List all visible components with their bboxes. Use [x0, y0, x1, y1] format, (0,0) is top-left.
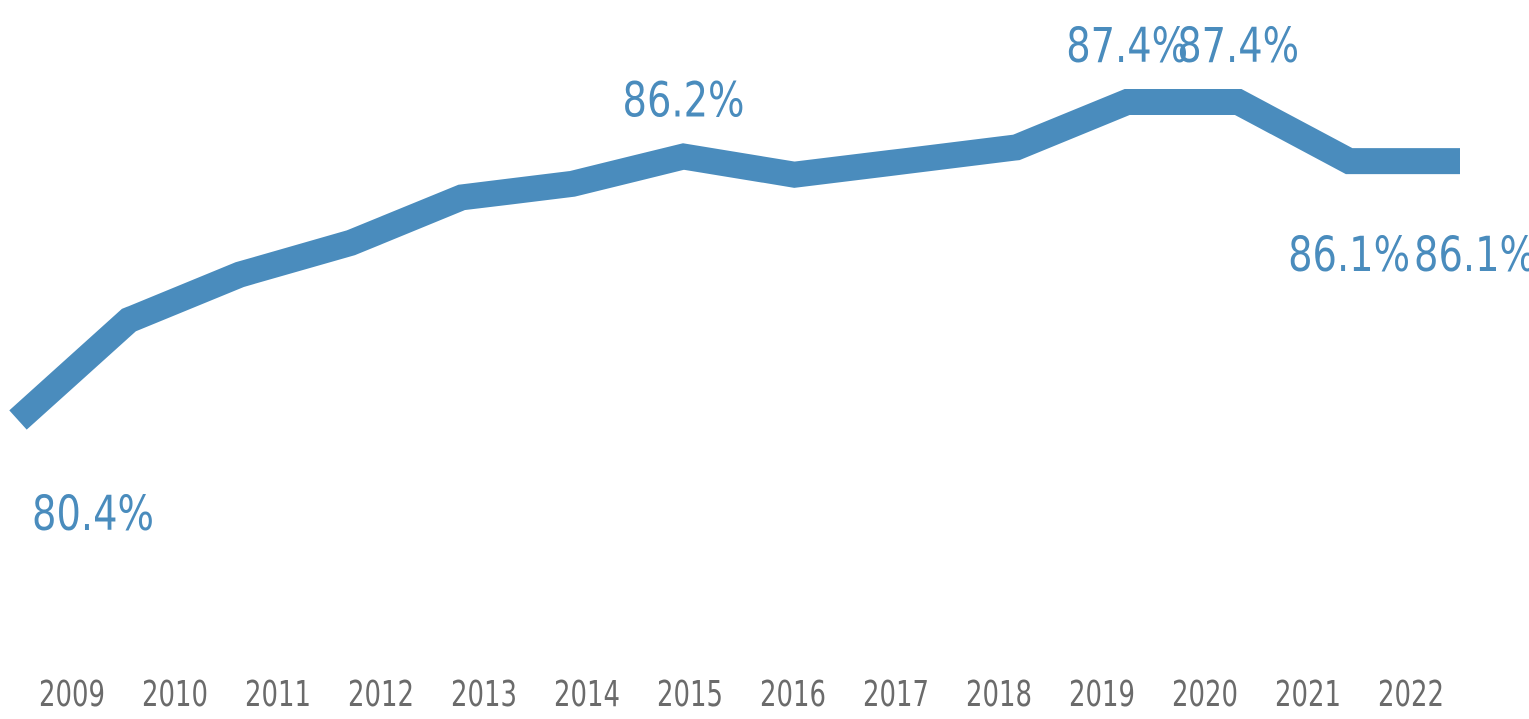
data-label-2020: 87.4% — [1177, 19, 1299, 74]
x-tick-label-2012: 2012 — [348, 674, 414, 715]
data-point-2022 — [1459, 160, 1461, 162]
data-point-2012 — [350, 242, 352, 244]
data-point-2018 — [1015, 146, 1017, 148]
data-point-2021 — [1348, 160, 1350, 162]
data-label-2022: 86.1% — [1414, 228, 1529, 283]
x-tick-label-2019: 2019 — [1069, 674, 1135, 715]
x-tick-label-2020: 2020 — [1172, 674, 1238, 715]
x-tick-label-2010: 2010 — [142, 674, 208, 715]
series-line — [9, 89, 1460, 430]
x-tick-label-2017: 2017 — [863, 674, 929, 715]
x-tick-label-2022: 2022 — [1378, 674, 1444, 715]
data-point-2011 — [239, 274, 241, 276]
data-label-2015: 86.2% — [623, 73, 745, 128]
data-label-layer: 80.4% 86.2% 87.4%87.4% 86.1% 86.1% — [32, 19, 1529, 542]
data-label-2021: 86.1% — [1288, 228, 1410, 283]
data-point-2015 — [683, 156, 685, 158]
x-tick-label-2014: 2014 — [554, 674, 620, 715]
line-layer — [9, 89, 1461, 430]
x-tick-label-2011: 2011 — [245, 674, 311, 715]
data-point-2010 — [128, 319, 130, 321]
x-axis-tick-labels: 2009 2010 2011 2012 2013 2014 2015 2016 2017 2018… — [39, 674, 1444, 715]
data-point-2013 — [461, 196, 463, 198]
x-tick-label-2018: 2018 — [966, 674, 1032, 715]
x-tick-label-2016: 2016 — [760, 674, 826, 715]
data-point-2019 — [1126, 101, 1128, 103]
data-point-2014 — [572, 183, 574, 185]
data-point-2020 — [1237, 101, 1239, 103]
data-point-2016 — [794, 174, 796, 176]
x-tick-label-2013: 2013 — [451, 674, 517, 715]
data-point-2009 — [17, 419, 19, 421]
x-tick-label-2015: 2015 — [657, 674, 723, 715]
data-label-2019: 87.4% — [1066, 19, 1188, 74]
data-label-2009: 80.4% — [32, 487, 154, 542]
x-tick-label-2021: 2021 — [1275, 674, 1341, 715]
x-tick-label-2009: 2009 — [39, 674, 105, 715]
data-point-2017 — [904, 160, 906, 162]
